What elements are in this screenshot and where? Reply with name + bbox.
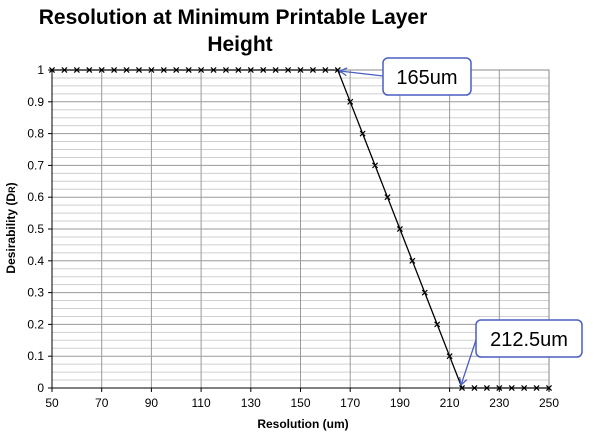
data-point-marker xyxy=(123,66,130,74)
data-point-marker xyxy=(396,225,403,233)
y-axis-label-main: Desirability (D xyxy=(4,193,18,274)
chart-title-line-2: Height xyxy=(207,33,272,56)
data-point-marker xyxy=(135,66,142,74)
y-tick-label: 0.5 xyxy=(27,222,44,236)
data-point-marker xyxy=(471,384,478,392)
x-tick-label: 70 xyxy=(95,396,109,410)
data-point-marker xyxy=(421,289,428,296)
y-tick-labels: 0 0.1 0.2 0.3 0.4 0.5 0.6 0.7 0.8 0.9 1 xyxy=(27,63,44,395)
callout-165um-box xyxy=(382,57,472,96)
data-point-marker xyxy=(272,66,279,74)
y-tick-label: 0.2 xyxy=(27,317,44,331)
callout-165um-arrowhead xyxy=(338,67,348,77)
data-point-marker xyxy=(322,66,329,74)
x-tick-label: 150 xyxy=(290,396,310,410)
x-tick-label: 110 xyxy=(192,396,211,410)
callout-212-5um-arrowhead xyxy=(458,377,468,387)
data-point-marker xyxy=(48,66,56,74)
y-tick-label: 0 xyxy=(37,381,44,395)
data-point-marker xyxy=(297,66,304,74)
data-point-marker xyxy=(222,66,229,74)
data-point-marker xyxy=(446,353,453,360)
data-point-marker xyxy=(86,66,93,74)
x-tick-label: 90 xyxy=(145,396,159,410)
x-tick-label: 50 xyxy=(45,396,59,410)
callout-212-5um-box xyxy=(475,319,583,358)
data-point-marker xyxy=(459,384,466,392)
y-tick-label: 1 xyxy=(37,63,44,77)
data-point-marker xyxy=(247,66,254,74)
x-tick-label: 170 xyxy=(340,396,360,410)
annotation-callout-165um: 165um xyxy=(338,57,472,96)
callout-165um-pointer xyxy=(339,70,384,77)
data-point-marker xyxy=(309,66,316,74)
y-tick-label: 0.3 xyxy=(27,286,44,300)
data-point-marker xyxy=(260,66,267,74)
data-point-marker xyxy=(111,66,118,74)
y-tick-label: 0.9 xyxy=(27,95,44,109)
x-tick-label: 230 xyxy=(489,396,509,410)
x-tick-label: 130 xyxy=(241,396,261,410)
series-markers-group xyxy=(48,66,553,392)
y-tick-label: 0.6 xyxy=(27,190,44,204)
callout-212-5um-pointer xyxy=(460,339,477,386)
data-point-marker xyxy=(347,98,354,105)
data-point-marker xyxy=(185,66,192,74)
data-point-marker xyxy=(160,66,167,74)
annotation-callout-212-5um: 212.5um xyxy=(458,319,583,387)
data-point-marker xyxy=(434,321,441,328)
data-point-marker xyxy=(210,66,217,74)
data-point-marker xyxy=(521,384,528,392)
data-point-marker xyxy=(98,66,105,74)
data-point-marker xyxy=(334,66,341,74)
y-tick-label: 0.1 xyxy=(27,349,44,363)
callout-165um-text: 165um xyxy=(396,67,457,89)
data-point-marker xyxy=(372,162,379,169)
y-axis-label-subscript: R xyxy=(7,186,17,193)
x-tick-label: 210 xyxy=(440,396,460,410)
chart-title-line-1: Resolution at Minimum Printable Layer xyxy=(39,6,428,29)
y-tick-label: 0.7 xyxy=(27,158,44,172)
data-point-marker xyxy=(173,66,180,74)
data-point-marker xyxy=(285,66,292,74)
data-point-marker xyxy=(148,66,155,74)
data-point-marker xyxy=(496,384,503,392)
data-point-marker xyxy=(483,384,490,392)
data-point-marker xyxy=(384,194,391,201)
data-point-marker xyxy=(508,384,515,392)
data-point-marker xyxy=(409,257,416,264)
data-point-marker xyxy=(533,384,540,392)
callout-212-5um-text: 212.5um xyxy=(490,329,568,351)
x-tick-label: 190 xyxy=(390,396,410,410)
data-point-marker xyxy=(73,66,80,74)
y-tick-label: 0.4 xyxy=(27,254,44,268)
x-tick-labels: 50 70 90 110 130 150 170 190 210 230 250 xyxy=(45,396,559,410)
y-axis-label-close: ) xyxy=(4,182,18,186)
x-tick-label: 250 xyxy=(539,396,559,410)
x-axis-label: Resolution (um) xyxy=(257,417,348,431)
y-tick-label: 0.8 xyxy=(27,127,44,141)
y-axis-label: Desirability (DR) xyxy=(4,182,18,273)
data-point-marker xyxy=(235,66,242,74)
data-point-marker xyxy=(545,384,553,392)
data-point-marker xyxy=(198,66,205,74)
data-point-marker xyxy=(359,130,366,137)
data-point-marker xyxy=(61,66,68,74)
